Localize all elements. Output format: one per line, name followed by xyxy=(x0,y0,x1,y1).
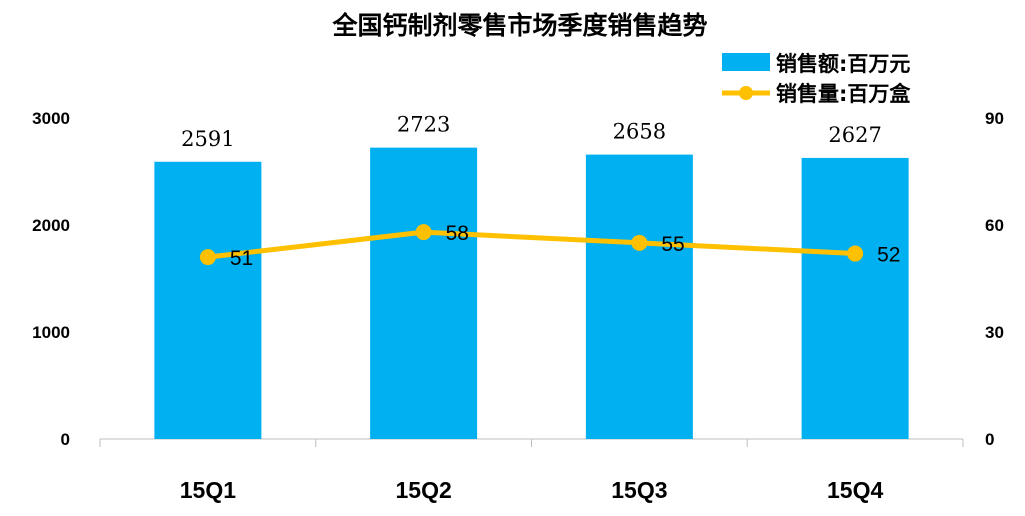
line-point xyxy=(847,245,864,262)
line-point xyxy=(199,249,216,266)
line-series xyxy=(199,224,864,266)
legend: 销售额:百万元 销售量:百万盒 xyxy=(722,52,911,106)
right-axis-tick-label: 90 xyxy=(985,109,1004,128)
category-label: 15Q2 xyxy=(395,477,451,503)
right-axis-tick-label: 0 xyxy=(985,430,994,449)
line-point xyxy=(415,224,432,241)
right-axis-tick-label: 30 xyxy=(985,323,1004,342)
bar xyxy=(370,147,478,439)
category-labels: 15Q1 15Q2 15Q3 15Q4 xyxy=(180,477,884,503)
legend-sales-volume-label: 销售量:百万盒 xyxy=(776,82,911,106)
category-label: 15Q1 xyxy=(180,477,236,503)
bar-data-label: 2723 xyxy=(397,113,450,137)
bar-data-labels: 2591 2723 2658 2627 xyxy=(181,113,882,151)
legend-sales-value-label: 销售额:百万元 xyxy=(776,52,910,76)
legend-bar-swatch xyxy=(722,53,770,71)
line-data-label: 55 xyxy=(661,233,684,256)
bar-data-label: 2591 xyxy=(181,127,234,151)
left-axis-tick-label: 0 xyxy=(61,430,70,449)
line-data-label: 51 xyxy=(230,247,253,270)
legend-line-marker xyxy=(739,86,753,100)
category-label: 15Q4 xyxy=(827,477,883,503)
line-point xyxy=(631,234,648,251)
left-axis-tick-label: 2000 xyxy=(32,216,70,235)
bar xyxy=(801,157,909,439)
bar-data-label: 2658 xyxy=(613,120,666,144)
bar-series xyxy=(154,147,909,439)
bar xyxy=(154,161,262,439)
line-data-labels: 51 58 55 52 xyxy=(230,222,901,270)
bar-data-label: 2627 xyxy=(828,123,881,147)
line-data-label: 52 xyxy=(877,244,900,267)
left-axis-tick-label: 3000 xyxy=(32,109,70,128)
bar xyxy=(585,154,693,439)
left-axis-tick-label: 1000 xyxy=(32,323,70,342)
line-path xyxy=(207,229,856,260)
line-data-label: 58 xyxy=(446,222,469,245)
right-axis-tick-label: 60 xyxy=(985,216,1004,235)
category-label: 15Q3 xyxy=(611,477,667,503)
chart-title: 全国钙制剂零售市场季度销售趋势 xyxy=(331,11,707,40)
